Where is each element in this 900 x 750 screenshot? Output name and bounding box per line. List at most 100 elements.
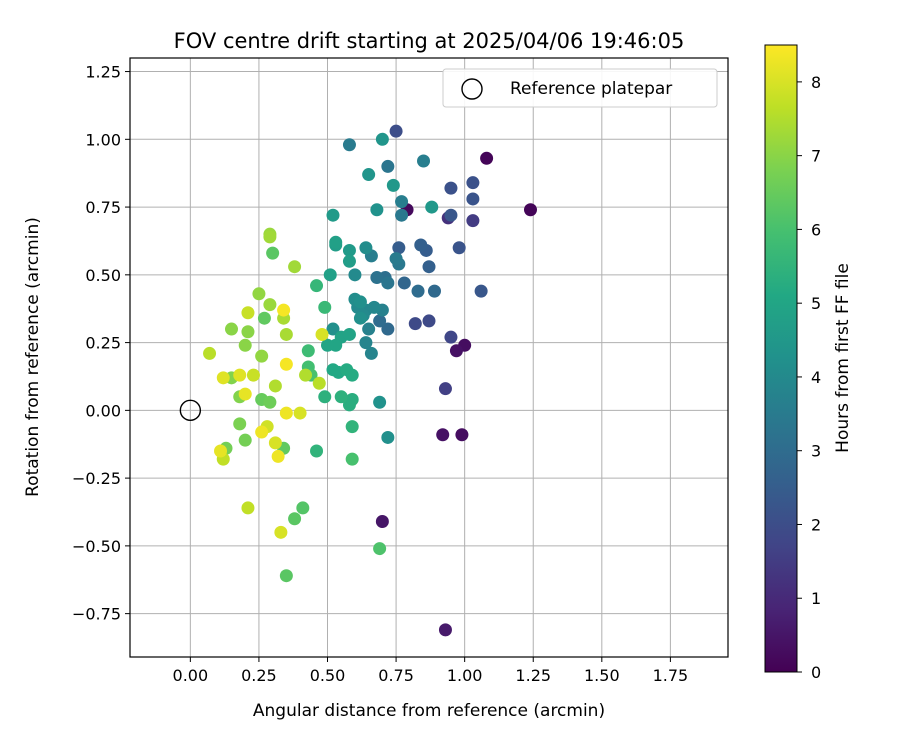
data-points: [203, 124, 537, 637]
data-point: [326, 322, 340, 336]
data-point: [310, 279, 324, 293]
data-point: [452, 241, 466, 255]
data-point: [323, 268, 337, 282]
data-point: [315, 327, 329, 341]
data-point: [266, 246, 280, 260]
colorbar-label: Hours from first FF file: [833, 263, 853, 453]
data-point: [263, 395, 277, 409]
data-point: [263, 230, 277, 244]
y-axis-label: Rotation from reference (arcmin): [23, 217, 43, 497]
data-point: [334, 390, 348, 404]
reference-platepar-marker: [179, 399, 202, 422]
data-point: [480, 151, 494, 165]
colorbar-tick-label: 3: [811, 442, 821, 461]
data-point: [268, 379, 282, 393]
data-point: [438, 623, 452, 637]
y-tick-label: 1.25: [85, 63, 121, 82]
data-point: [364, 346, 378, 360]
data-point: [427, 284, 441, 298]
data-point: [474, 284, 488, 298]
data-point: [233, 417, 247, 431]
colorbar-tick-label: 5: [811, 294, 821, 313]
x-tick-label: 1.50: [584, 666, 620, 685]
y-tick-label: 1.00: [85, 130, 121, 149]
data-point: [279, 569, 293, 583]
legend: Reference platepar: [442, 68, 718, 108]
data-point: [274, 525, 288, 539]
data-point: [342, 243, 356, 257]
data-point: [466, 192, 480, 206]
data-point: [277, 303, 291, 317]
data-point: [373, 395, 387, 409]
data-point: [411, 284, 425, 298]
chart-title: FOV centre drift starting at 2025/04/06 …: [174, 29, 685, 53]
data-point: [375, 132, 389, 146]
data-point: [238, 433, 252, 447]
data-point: [252, 287, 266, 301]
data-point: [299, 368, 313, 382]
data-point: [255, 349, 269, 363]
data-point: [386, 178, 400, 192]
data-point: [241, 306, 255, 320]
data-point: [340, 363, 354, 377]
data-point: [362, 168, 376, 182]
x-axis-ticks: 0.00 0.25 0.50 0.75 1.00 1.25 1.50 1.75: [173, 657, 689, 685]
data-point: [246, 368, 260, 382]
data-point: [318, 300, 332, 314]
colorbar-gradient: [764, 44, 798, 673]
data-point: [414, 238, 428, 252]
x-tick-label: 0.50: [310, 666, 346, 685]
y-tick-label: 0.75: [85, 198, 121, 217]
plot-frame: [129, 57, 729, 658]
data-point: [293, 406, 307, 420]
legend-label: Reference platepar: [510, 79, 672, 99]
data-point: [397, 276, 411, 290]
data-point: [310, 444, 324, 458]
data-point: [436, 428, 450, 442]
data-point: [342, 138, 356, 152]
y-tick-label: −0.75: [72, 605, 121, 624]
data-point: [466, 214, 480, 228]
data-point: [523, 203, 537, 217]
colorbar-tick-label: 2: [811, 515, 821, 534]
data-point: [359, 241, 373, 255]
data-point: [389, 252, 403, 266]
data-point: [359, 336, 373, 350]
data-point: [279, 357, 293, 371]
data-point: [329, 235, 343, 249]
y-tick-label: 0.25: [85, 334, 121, 353]
data-point: [422, 260, 436, 274]
colorbar-tick-label: 6: [811, 220, 821, 239]
data-point: [255, 425, 269, 439]
data-point: [444, 208, 458, 222]
data-point: [422, 314, 436, 328]
x-tick-label: 1.75: [653, 666, 689, 685]
data-point: [455, 428, 469, 442]
data-point: [271, 449, 285, 463]
data-point: [345, 393, 359, 407]
data-point: [268, 436, 282, 450]
data-point: [348, 268, 362, 282]
grid: [130, 58, 728, 657]
x-tick-label: 1.00: [447, 666, 483, 685]
data-point: [241, 325, 255, 339]
y-axis-ticks: −0.75 −0.50 −0.25 0.00 0.25 0.50 0.75 1.00 1.25: [72, 63, 130, 624]
data-point: [425, 200, 439, 214]
data-point: [381, 322, 395, 336]
colorbar: 0 1 2 3 4 5 6 7 8 Hours from first FF file: [764, 44, 853, 682]
legend-box: [442, 68, 718, 108]
y-tick-label: 0.00: [85, 401, 121, 420]
data-point: [288, 260, 302, 274]
data-point: [381, 430, 395, 444]
x-tick-label: 0.75: [378, 666, 414, 685]
data-point: [444, 181, 458, 195]
data-point: [395, 195, 409, 209]
data-point: [370, 203, 384, 217]
data-point: [438, 382, 452, 396]
data-point: [318, 390, 332, 404]
colorbar-tick-label: 8: [811, 73, 821, 92]
data-point: [449, 344, 463, 358]
colorbar-tick-label: 7: [811, 147, 821, 166]
data-point: [216, 371, 230, 385]
